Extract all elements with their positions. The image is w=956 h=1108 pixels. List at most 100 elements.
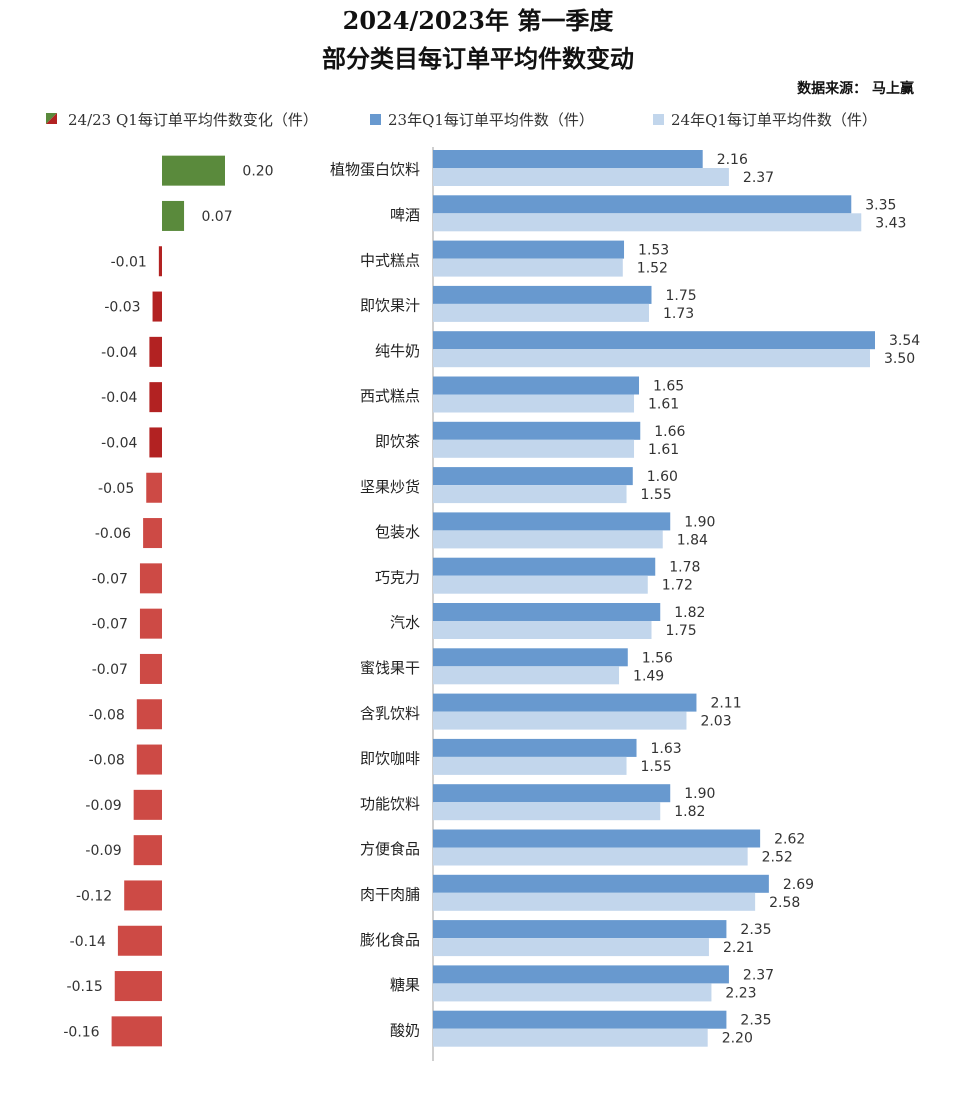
data-label-y23: 2.62 xyxy=(774,832,805,848)
data-label-change: -0.07 xyxy=(92,617,128,633)
bar-y24 xyxy=(433,530,663,549)
data-label-change: -0.12 xyxy=(76,888,112,904)
chart-title-line1: 2024/2023年 第一季度 xyxy=(342,6,614,35)
bar-change xyxy=(146,472,162,503)
bar-y23 xyxy=(433,784,671,803)
data-label-y23: 2.37 xyxy=(743,967,774,983)
category-label: 包装水 xyxy=(375,523,420,541)
category-label: 即饮果汁 xyxy=(360,297,420,315)
data-label-y24: 2.58 xyxy=(769,895,800,911)
data-label-change: -0.04 xyxy=(101,390,137,406)
category-label: 即饮咖啡 xyxy=(360,750,420,768)
data-label-y24: 1.55 xyxy=(641,487,672,503)
bar-y23 xyxy=(433,285,652,304)
data-label-y24: 2.52 xyxy=(762,850,793,866)
data-label-y23: 1.63 xyxy=(651,741,682,757)
bar-change xyxy=(139,608,162,639)
category-label: 中式糕点 xyxy=(360,251,420,269)
data-label-y23: 1.56 xyxy=(642,650,673,666)
data-label-change: -0.04 xyxy=(101,345,137,361)
bar-y24 xyxy=(433,303,650,322)
category-label: 坚果炒货 xyxy=(360,478,420,496)
bar-y24 xyxy=(433,621,652,639)
bar-y23 xyxy=(433,240,625,259)
data-label-y23: 1.90 xyxy=(684,786,715,802)
bar-change xyxy=(133,789,162,820)
data-label-y24: 1.55 xyxy=(641,759,672,775)
data-label-change: -0.01 xyxy=(111,254,147,270)
data-label-y23: 1.66 xyxy=(654,424,685,440)
bar-y24 xyxy=(433,485,627,504)
bar-y24 xyxy=(433,983,712,1002)
bar-y24 xyxy=(433,575,648,594)
data-label-change: -0.08 xyxy=(89,707,125,723)
data-label-y23: 1.60 xyxy=(647,469,678,485)
data-label-y24: 1.84 xyxy=(677,532,708,548)
category-label: 即饮茶 xyxy=(375,432,420,450)
legend-y23-swatch xyxy=(370,114,381,125)
bar-y24 xyxy=(433,892,756,911)
data-label-y23: 1.78 xyxy=(669,560,700,576)
bar-y23 xyxy=(433,331,875,350)
bar-y23 xyxy=(433,376,640,395)
legend-change-label: 24/23 Q1每订单平均件数变化（件） xyxy=(68,111,318,129)
legend-y24-swatch xyxy=(653,114,664,125)
bar-change xyxy=(139,653,162,684)
data-label-change: -0.08 xyxy=(89,753,125,769)
data-label-change: -0.09 xyxy=(85,843,121,859)
bar-y23 xyxy=(433,693,697,712)
data-label-y23: 1.53 xyxy=(638,243,669,259)
data-label-y24: 1.61 xyxy=(648,442,679,458)
data-label-y24: 2.21 xyxy=(723,940,754,956)
data-label-change: -0.15 xyxy=(67,979,103,995)
bar-y24 xyxy=(433,439,635,458)
category-label: 汽水 xyxy=(390,614,420,632)
bar-y23 xyxy=(433,920,727,939)
data-label-y24: 1.61 xyxy=(648,397,679,413)
legend-y24-label: 24年Q1每订单平均件数（件） xyxy=(671,111,877,129)
data-label-change: -0.03 xyxy=(104,300,140,316)
data-label-change: -0.05 xyxy=(98,481,134,497)
data-label-y24: 1.73 xyxy=(663,306,694,322)
category-label: 方便食品 xyxy=(360,840,420,858)
category-label: 膨化食品 xyxy=(360,931,420,949)
category-label: 植物蛋白饮料 xyxy=(330,161,420,179)
bar-y23 xyxy=(433,874,769,893)
data-label-y24: 2.03 xyxy=(700,714,731,730)
bar-change xyxy=(136,699,162,730)
data-label-y24: 1.72 xyxy=(662,578,693,594)
bar-y24 xyxy=(433,258,623,277)
data-label-y24: 1.82 xyxy=(674,804,705,820)
category-label: 蜜饯果干 xyxy=(360,659,420,677)
data-label-y23: 2.16 xyxy=(717,152,748,168)
data-label-y23: 3.54 xyxy=(889,333,920,349)
bar-y23 xyxy=(433,467,633,486)
data-label-y24: 1.52 xyxy=(637,261,668,277)
data-label-y24: 2.37 xyxy=(743,170,774,186)
bar-change xyxy=(133,835,162,866)
data-label-y24: 2.20 xyxy=(722,1031,753,1047)
data-label-y23: 2.35 xyxy=(740,1013,771,1029)
bar-y23 xyxy=(433,965,729,984)
category-label: 功能饮料 xyxy=(360,795,420,813)
data-label-y23: 2.69 xyxy=(783,877,814,893)
bar-y23 xyxy=(433,829,761,848)
category-label: 巧克力 xyxy=(375,568,420,586)
bar-y23 xyxy=(433,1010,727,1029)
data-label-change: 0.07 xyxy=(201,209,232,225)
data-label-y23: 1.75 xyxy=(666,288,697,304)
bar-change xyxy=(124,880,162,911)
bar-y23 xyxy=(433,648,628,667)
data-label-y23: 2.35 xyxy=(740,922,771,938)
data-label-y24: 1.49 xyxy=(633,668,664,684)
data-label-change: -0.16 xyxy=(63,1024,99,1040)
bar-y23 xyxy=(433,195,852,214)
category-label: 纯牛奶 xyxy=(375,342,420,360)
data-label-change: -0.09 xyxy=(85,798,121,814)
bar-y24 xyxy=(433,1028,708,1047)
data-label-y23: 1.65 xyxy=(653,379,684,395)
bar-change xyxy=(143,518,162,549)
data-label-y24: 2.23 xyxy=(725,985,756,1001)
bar-change xyxy=(111,1016,162,1047)
bar-y24 xyxy=(433,213,862,232)
